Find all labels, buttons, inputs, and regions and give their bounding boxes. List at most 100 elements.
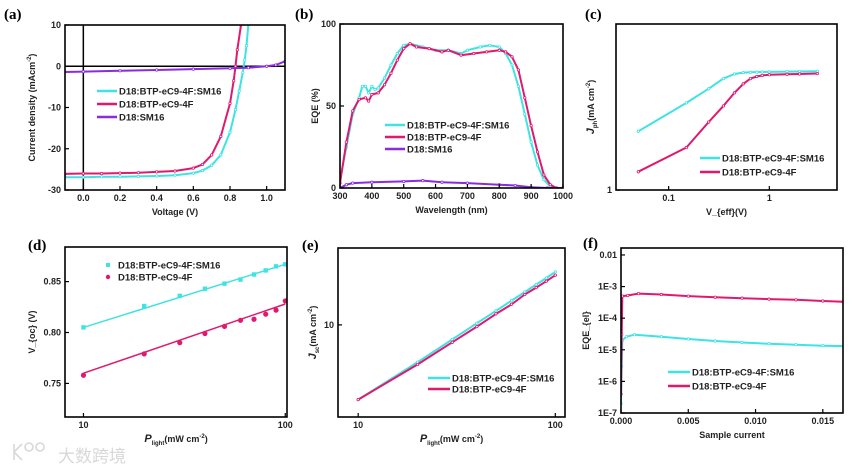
data-point xyxy=(282,298,287,304)
y-tick-label: 0.85 xyxy=(43,277,61,287)
y-tick-label: 0 xyxy=(331,183,336,193)
data-point xyxy=(415,362,420,367)
data-point xyxy=(376,86,380,90)
data-point xyxy=(219,134,223,138)
x-tick-label: 1 xyxy=(767,193,772,203)
data-point xyxy=(459,53,463,57)
legend-marker-1 xyxy=(105,274,111,280)
data-point xyxy=(155,170,159,174)
data-point xyxy=(440,180,444,184)
data-point xyxy=(488,43,492,47)
data-point xyxy=(373,88,377,92)
data-point xyxy=(740,296,744,300)
data-point xyxy=(235,48,239,52)
data-point xyxy=(100,175,104,179)
data-point xyxy=(475,324,479,329)
data-point xyxy=(177,293,182,299)
legend-label-1: D18:BTP-eC9-4F xyxy=(119,100,194,111)
data-point xyxy=(228,130,232,134)
watermark-logo-icon xyxy=(13,442,45,461)
y-tick-label: -30 xyxy=(48,185,61,195)
y-tick-label: -10 xyxy=(48,103,61,113)
chart-panel-f: (f) D18:BTP-eC9-4F:SM16 D18:BTP-eC9-4F 0.00… xyxy=(581,236,844,440)
data-point xyxy=(686,294,690,298)
series-line-1 xyxy=(340,42,563,188)
x-tick-label: 900 xyxy=(524,191,539,201)
y-tick-label: -20 xyxy=(48,144,61,154)
data-point xyxy=(273,307,279,313)
data-point xyxy=(721,76,726,81)
plot-frame xyxy=(337,247,566,418)
y-tick-label: 100 xyxy=(321,19,336,29)
data-point xyxy=(636,129,640,133)
data-point xyxy=(356,398,360,402)
data-point xyxy=(553,273,557,277)
data-point xyxy=(478,45,482,49)
data-point xyxy=(732,91,737,95)
data-point xyxy=(475,321,479,325)
data-point xyxy=(191,166,195,170)
data-point xyxy=(446,48,450,52)
data-point xyxy=(472,51,476,56)
data-point xyxy=(544,276,548,280)
fit-line-1 xyxy=(83,303,286,374)
data-point xyxy=(794,298,798,302)
y-axis-label: Current density (mAcm-2​) xyxy=(27,54,37,162)
legend-label-1: D18:BTP-eC9-4F xyxy=(407,133,482,144)
data-point xyxy=(376,91,380,95)
data-point xyxy=(497,45,501,49)
data-point xyxy=(626,293,630,298)
chart-panel-c: (c) D18:BTP-eC9-4F:SM16 D18:BTP-eC9-4F 0.1 1… xyxy=(585,7,838,217)
data-point xyxy=(81,325,86,330)
legend-label-0: D18:BTP-eC9-4F:SM16 xyxy=(452,374,554,385)
fit-line-0 xyxy=(83,263,286,329)
data-point xyxy=(748,70,753,74)
data-point xyxy=(395,58,399,62)
data-point xyxy=(233,64,238,68)
data-point xyxy=(659,335,663,339)
series-group xyxy=(65,25,285,179)
x-tick-label: 10 xyxy=(353,420,363,430)
data-point xyxy=(821,344,825,348)
data-point xyxy=(535,163,540,167)
panel-label-f: (f) xyxy=(583,236,598,252)
data-point xyxy=(246,66,250,70)
legend-label-1: D18:BTP-eC9-4F xyxy=(452,385,527,396)
data-point xyxy=(395,51,399,56)
y-tick-label: 1E-6 xyxy=(598,376,617,386)
data-point xyxy=(367,91,371,95)
data-point xyxy=(228,66,232,70)
y-tick-label: 1E-3 xyxy=(598,282,617,292)
data-point xyxy=(118,69,122,73)
x-tick-label: 800 xyxy=(492,191,507,201)
data-point xyxy=(232,79,236,83)
watermark-text: 大数跨境 xyxy=(58,447,126,467)
data-point xyxy=(741,70,745,75)
x-tick-label: 0.015 xyxy=(812,416,835,426)
data-point xyxy=(370,180,374,184)
data-point xyxy=(516,68,521,72)
data-point xyxy=(535,150,540,154)
data-point xyxy=(548,183,552,187)
data-point xyxy=(510,63,514,67)
y-axis-label: Jph​(mA cm-2​) xyxy=(585,80,599,135)
x-tick-label: 700 xyxy=(460,191,475,201)
x-axis-label: V_{eff}(V) xyxy=(706,207,747,217)
x-tick-label: 1.0 xyxy=(260,193,273,203)
data-point xyxy=(81,175,85,179)
data-point xyxy=(513,183,517,188)
data-point xyxy=(767,73,771,77)
data-point xyxy=(263,268,268,273)
series-group xyxy=(80,262,287,378)
x-tick-label: 0.6 xyxy=(187,193,200,203)
data-point xyxy=(798,69,802,74)
y-tick-label: 50 xyxy=(326,101,336,111)
x-tick-label: 1000 xyxy=(553,191,573,201)
data-point xyxy=(363,96,368,100)
data-point xyxy=(244,44,249,48)
y-tick-label: 1E-4 xyxy=(598,313,617,323)
data-point xyxy=(785,72,789,76)
data-point xyxy=(427,46,431,51)
x-tick-label: 0.1 xyxy=(662,193,675,203)
series-group xyxy=(356,270,557,402)
